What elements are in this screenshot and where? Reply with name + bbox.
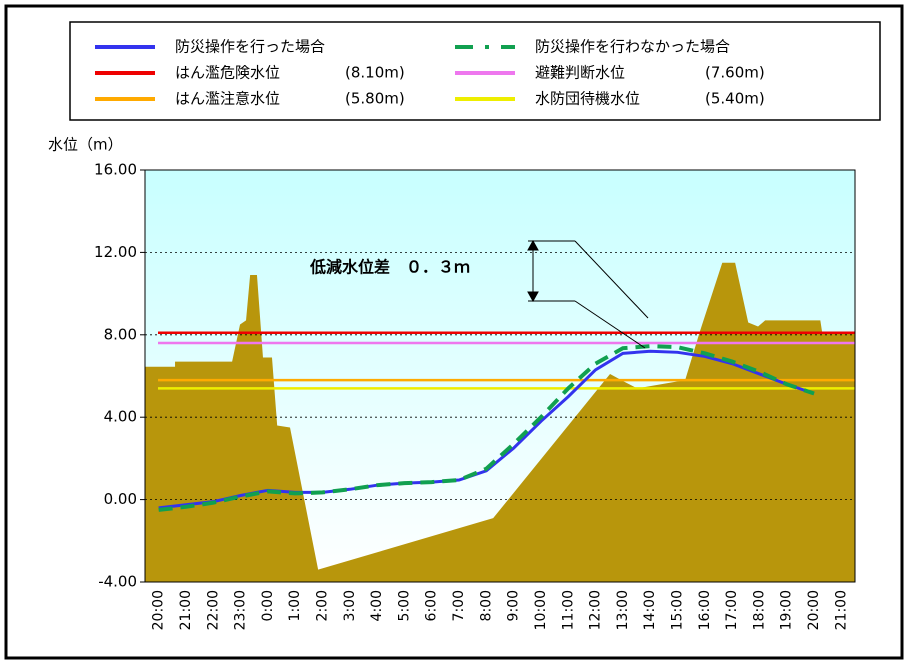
x-tick-label: 21:00 (833, 590, 849, 630)
x-tick-label: 12:00 (588, 590, 604, 630)
x-tick-label: 9:00 (506, 590, 522, 621)
annotation: 低減水位差 ０．３ｍ (309, 258, 470, 277)
y-tick-label: 12.00 (94, 243, 137, 261)
x-tick-label: 11:00 (560, 590, 576, 630)
y-tick-label: -4.00 (98, 573, 137, 591)
x-tick-label: 16:00 (697, 590, 713, 630)
x-tick-label: 14:00 (642, 590, 658, 630)
y-tick-label: 4.00 (104, 408, 137, 426)
x-tick-label: 6:00 (424, 590, 440, 621)
legend-label: 避難判断水位 (535, 64, 625, 82)
y-tick-label: 16.00 (94, 161, 137, 179)
x-tick-label: 18:00 (751, 590, 767, 630)
x-tick-label: 5:00 (396, 590, 412, 621)
x-tick-label: 17:00 (724, 590, 740, 630)
x-tick-label: 1:00 (287, 590, 303, 621)
x-tick-label: 21:00 (178, 590, 194, 630)
legend-label: 水防団待機水位 (535, 90, 640, 108)
legend-label: 防災操作を行った場合 (175, 38, 325, 56)
x-tick-label: 3:00 (342, 590, 358, 621)
y-tick-label: 8.00 (104, 325, 137, 343)
x-tick-label: 23:00 (233, 590, 249, 630)
legend-value: (7.60m) (705, 64, 765, 82)
y-axis-label: 水位（m） (48, 136, 123, 154)
x-tick-label: 20:00 (806, 590, 822, 630)
x-tick-label: 7:00 (451, 590, 467, 621)
x-tick-label: 4:00 (369, 590, 385, 621)
x-tick-label: 8:00 (478, 590, 494, 621)
x-tick-label: 22:00 (205, 590, 221, 630)
x-tick-label: 0:00 (260, 590, 276, 621)
legend-label: はん濫注意水位 (175, 90, 280, 108)
x-tick-label: 13:00 (615, 590, 631, 630)
chart: 水位（m） 低減水位差 ０．３ｍ -4.00 0.00 4.00 8.00 12.00 1… (0, 0, 909, 665)
x-tick-label: 15:00 (670, 590, 686, 630)
y-tick-label: 0.00 (104, 490, 137, 508)
legend-value: (5.80m) (345, 90, 405, 108)
x-tick-label: 19:00 (779, 590, 795, 630)
x-tick-label: 2:00 (315, 590, 331, 621)
legend-label: 防災操作を行わなかった場合 (535, 38, 730, 56)
x-tick-label: 20:00 (151, 590, 167, 630)
legend-value: (8.10m) (345, 64, 405, 82)
legend-label: はん濫危険水位 (175, 64, 280, 82)
x-tick-label: 10:00 (533, 590, 549, 630)
legend-value: (5.40m) (705, 90, 765, 108)
